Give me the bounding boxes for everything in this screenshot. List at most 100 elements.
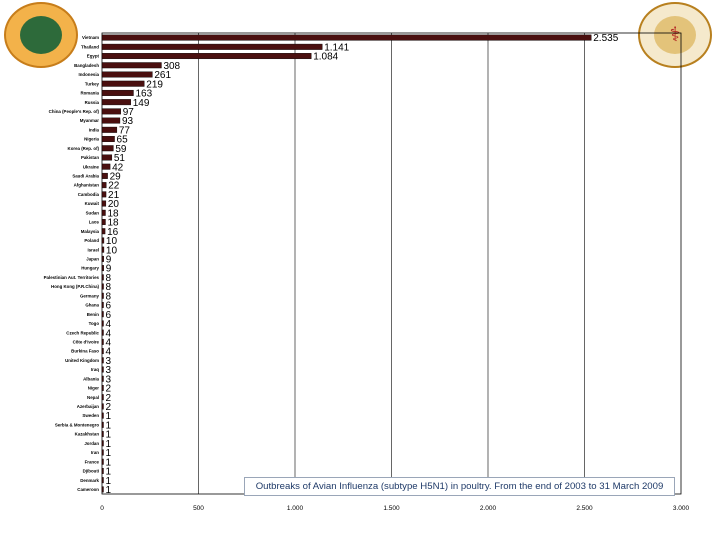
value-label: 149	[133, 98, 150, 109]
category-label: Afghanistan	[74, 183, 100, 188]
category-label: Ukraine	[83, 164, 100, 169]
value-label: 8	[106, 291, 112, 302]
category-label: Sweden	[82, 413, 99, 418]
category-label: Côte d'Ivoire	[73, 339, 100, 344]
x-tick-label: 0	[100, 505, 104, 512]
value-label: 3	[106, 374, 112, 385]
chart-title: Outbreaks of Avian Influenza (subtype H5…	[244, 477, 675, 496]
bar	[101, 89, 134, 96]
value-label: 21	[108, 190, 120, 201]
bar	[101, 329, 104, 336]
x-tick-label: 2.500	[576, 505, 593, 512]
category-label: Togo	[89, 321, 100, 326]
bar	[101, 375, 104, 382]
bar	[101, 145, 114, 152]
category-label: Indonesia	[79, 72, 100, 77]
bar	[101, 246, 105, 253]
x-tick-label: 3.000	[673, 505, 690, 512]
x-tick-label: 2.000	[480, 505, 497, 512]
category-label: Poland	[84, 238, 99, 243]
bar	[101, 80, 145, 87]
bar	[101, 292, 104, 299]
category-label: Iran	[91, 450, 99, 455]
bar	[101, 366, 104, 373]
category-label: Albania	[83, 376, 99, 381]
value-label: 6	[106, 310, 112, 321]
x-tick-label: 1.500	[383, 505, 400, 512]
value-label: 93	[122, 116, 134, 127]
value-label: 18	[107, 208, 119, 219]
bar	[101, 191, 107, 198]
value-label: 4	[106, 347, 112, 358]
bar	[101, 302, 104, 308]
category-label: Kuwait	[85, 201, 100, 206]
category-label: Jordan	[84, 441, 99, 446]
value-label: 9	[106, 254, 112, 265]
bar	[101, 154, 113, 161]
value-label: 9	[106, 264, 112, 275]
category-label: Laos	[89, 220, 100, 225]
value-label: 10	[106, 245, 118, 256]
bar	[101, 311, 104, 318]
bar	[101, 126, 118, 133]
value-label: 163	[135, 89, 152, 100]
bar	[101, 385, 104, 391]
value-label: 6	[106, 301, 112, 312]
bar	[101, 458, 104, 465]
value-label: 2	[106, 393, 112, 404]
value-label: 4	[106, 337, 112, 348]
value-label: 1	[106, 420, 112, 431]
value-label: 4	[106, 328, 112, 339]
bar	[101, 403, 104, 410]
category-label: Djibouti	[83, 469, 99, 474]
value-label: 2.535	[593, 33, 618, 44]
bar	[101, 228, 106, 235]
value-label: 8	[106, 273, 112, 284]
bar	[101, 467, 104, 474]
bar	[101, 71, 153, 78]
bar	[101, 108, 121, 115]
value-label: 65	[117, 135, 129, 146]
category-label: Nigeria	[84, 137, 99, 142]
category-label: Israel	[88, 247, 99, 252]
value-label: 18	[107, 218, 119, 229]
bar	[101, 62, 162, 69]
value-label: 1	[106, 448, 112, 459]
value-label: 51	[114, 153, 126, 164]
value-label: 8	[106, 282, 112, 293]
value-label: 29	[110, 172, 122, 183]
category-label: Sudan	[86, 210, 100, 215]
college-logo: ⚕	[638, 2, 712, 68]
bar	[101, 421, 104, 428]
bar	[101, 440, 104, 447]
category-label: Korea (Rep. of)	[68, 146, 100, 151]
bar	[101, 99, 131, 106]
category-label: Azerbaijan	[77, 404, 100, 409]
value-label: 261	[154, 70, 171, 81]
value-label: 22	[108, 181, 120, 192]
category-label: Russia	[85, 100, 100, 105]
value-label: 1	[106, 457, 112, 468]
bar	[101, 117, 121, 124]
category-label: Cameroon	[77, 487, 99, 492]
value-label: 1.084	[313, 52, 338, 63]
category-label: France	[85, 459, 100, 464]
bar	[101, 274, 104, 281]
category-label: China (People's Rep. of)	[49, 109, 100, 114]
bar	[101, 200, 107, 207]
bar	[101, 412, 104, 419]
category-label: Vietnam	[82, 35, 99, 40]
bar	[101, 219, 106, 225]
bar	[101, 486, 104, 493]
value-label: 4	[106, 319, 112, 330]
category-label: Malaysia	[81, 229, 100, 234]
value-label: 2	[106, 402, 112, 413]
category-label: Turkey	[85, 81, 100, 86]
value-label: 10	[106, 236, 118, 247]
category-label: Saudi Arabia	[72, 174, 99, 179]
category-label: Hong Kong (P.R.China)	[51, 284, 100, 289]
category-label: Nepal	[87, 395, 99, 400]
category-label: Iraq	[91, 367, 99, 372]
bar	[101, 357, 104, 364]
